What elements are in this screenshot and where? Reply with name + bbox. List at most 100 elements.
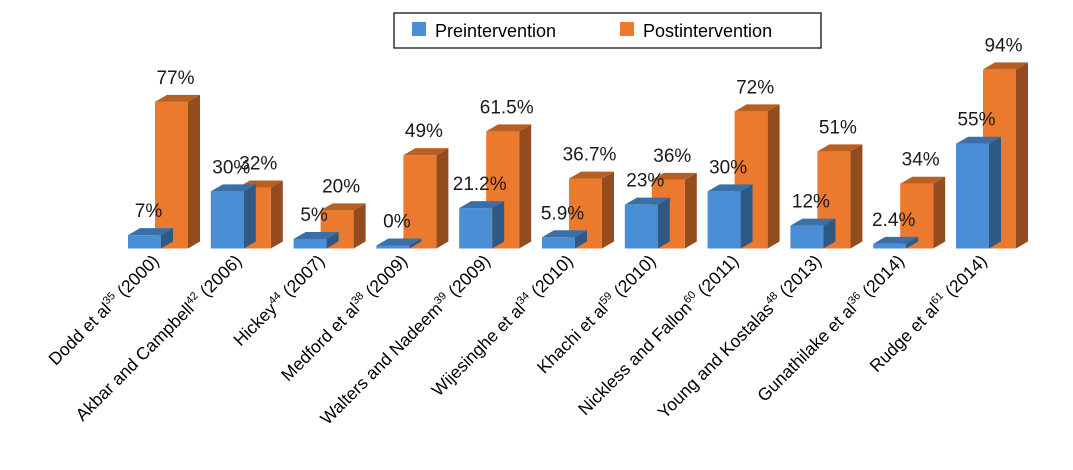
bars-layer <box>128 62 1028 249</box>
bar-front-face <box>293 238 327 249</box>
bar-top-face <box>569 171 614 179</box>
bar-postintervention-medford-et-al-2009 <box>403 148 449 249</box>
value-label-postintervention-hickey-2007: 20% <box>322 176 360 197</box>
bar-top-face <box>734 104 780 112</box>
category-author: Rudge et al <box>866 299 943 376</box>
value-label-postintervention-young-and-kostalas-2013: 51% <box>819 117 857 138</box>
category-author: Medford et al <box>277 299 363 385</box>
bar-top-face <box>873 236 919 244</box>
value-label-postintervention-rudge-et-al-2014: 94% <box>984 35 1022 56</box>
bar-front-face <box>542 237 575 249</box>
category-year: (2010) <box>523 251 576 304</box>
bar-side-face <box>492 201 505 249</box>
bar-top-face <box>817 144 863 152</box>
legend: Preintervention Postintervention <box>393 12 822 49</box>
value-label-preintervention-young-and-kostalas-2013: 12% <box>792 192 830 213</box>
bar-top-face <box>128 228 173 236</box>
category-author: Dodd et al <box>44 299 115 370</box>
bar-side-face <box>933 176 946 249</box>
bar-postintervention-walters-and-nadeem-2009 <box>486 124 532 249</box>
bar-preintervention-rudge-et-al-2014 <box>956 136 1001 249</box>
bar-top-face <box>486 124 532 132</box>
bar-top-face <box>983 62 1028 70</box>
category-year: (2010) <box>606 251 659 304</box>
bar-preintervention-hickey-2007 <box>293 231 339 249</box>
value-label-postintervention-nickless-and-fallon-2011: 72% <box>736 77 774 98</box>
category-year: (2009) <box>441 251 494 304</box>
bar-top-face <box>956 136 1001 144</box>
bar-side-face <box>850 144 863 249</box>
bar-preintervention-dodd-et-al-2000 <box>128 228 173 249</box>
category-label-gunathilake-et-al-2014: Gunathilake et al36 (2014) <box>753 251 908 406</box>
bar-top-face <box>900 176 946 184</box>
bar-front-face <box>128 235 161 249</box>
bar-side-face <box>161 228 173 249</box>
bar-preintervention-walters-and-nadeem-2009 <box>459 201 505 249</box>
bar-side-face <box>657 197 670 249</box>
bar-side-face <box>602 171 614 249</box>
bar-side-face <box>326 231 339 249</box>
category-label-nickless-and-fallon-2011: Nickless and Fallon60 (2011) <box>574 251 742 419</box>
value-label-preintervention-nickless-and-fallon-2011: 30% <box>709 157 747 178</box>
bar-side-face <box>684 172 697 249</box>
legend-label-preintervention: Preintervention <box>435 21 556 41</box>
bar-preintervention-akbar-and-campbell-2006 <box>210 184 256 249</box>
bar-side-face <box>188 94 200 249</box>
category-label-wijesinghe-et-al-2010: Wijesinghe et al34 (2010) <box>427 251 576 400</box>
value-label-preintervention-walters-and-nadeem-2009: 21.2% <box>453 174 507 195</box>
bar-preintervention-gunathilake-et-al-2014 <box>873 236 919 249</box>
legend-swatch-postintervention <box>620 22 634 36</box>
bar-front-face <box>155 101 188 249</box>
bar-top-face <box>376 238 422 246</box>
value-label-preintervention-hickey-2007: 5% <box>300 205 328 226</box>
bar-top-face <box>542 230 587 238</box>
bar-postintervention-wijesinghe-et-al-2010 <box>569 171 614 249</box>
bar-front-face <box>376 245 410 249</box>
value-label-postintervention-khachi-et-al-2010: 36% <box>653 146 691 167</box>
value-label-preintervention-wijesinghe-et-al-2010: 5.9% <box>541 203 584 224</box>
bar-top-face <box>459 201 505 209</box>
value-label-postintervention-wijesinghe-et-al-2010: 36.7% <box>563 145 617 166</box>
bar-top-face <box>403 148 449 156</box>
category-author: Khachi et al <box>533 299 612 378</box>
bar-preintervention-wijesinghe-et-al-2010 <box>542 230 587 249</box>
category-year: (2011) <box>690 251 742 303</box>
bar-front-face <box>873 243 907 249</box>
bar-side-face <box>353 203 366 249</box>
bar-top-face <box>320 203 366 211</box>
bar-front-face <box>790 225 824 249</box>
value-label-postintervention-akbar-and-campbell-2006: 32% <box>239 154 277 175</box>
bar-top-face <box>790 218 836 226</box>
bar-top-face <box>155 94 200 102</box>
bar-side-face <box>409 238 422 249</box>
bar-front-face <box>956 143 989 249</box>
value-label-preintervention-dodd-et-al-2000: 7% <box>135 201 163 222</box>
bar-side-face <box>436 148 449 249</box>
bar-side-face <box>823 218 836 249</box>
bar-preintervention-young-and-kostalas-2013 <box>790 218 836 249</box>
bar-top-face <box>707 184 753 192</box>
category-year: (2007) <box>275 251 328 304</box>
value-label-postintervention-gunathilake-et-al-2014: 34% <box>902 150 940 171</box>
bar-side-face <box>519 124 532 249</box>
legend-swatch-preintervention <box>412 22 426 36</box>
category-labels-layer: Dodd et al35 (2000)Akbar and Campbell42 … <box>44 251 990 429</box>
bar-side-face <box>1016 62 1028 249</box>
bar-preintervention-medford-et-al-2009 <box>376 238 422 249</box>
value-label-postintervention-medford-et-al-2009: 49% <box>405 121 443 142</box>
bar-front-face <box>624 204 658 249</box>
value-label-preintervention-rudge-et-al-2014: 55% <box>957 110 995 131</box>
legend-frame <box>393 12 822 49</box>
bar-preintervention-khachi-et-al-2010 <box>624 197 670 249</box>
bar-front-face <box>403 155 437 249</box>
legend-label-postintervention: Postintervention <box>643 21 772 41</box>
category-year: (2009) <box>358 251 411 304</box>
category-year: (2006) <box>192 251 245 304</box>
bar-front-face <box>707 191 741 249</box>
bar-side-face <box>767 104 780 249</box>
bar-side-face <box>575 230 587 249</box>
value-label-postintervention-dodd-et-al-2000: 77% <box>156 68 194 89</box>
bar-postintervention-dodd-et-al-2000 <box>155 94 200 249</box>
bar-preintervention-nickless-and-fallon-2011 <box>707 184 753 249</box>
